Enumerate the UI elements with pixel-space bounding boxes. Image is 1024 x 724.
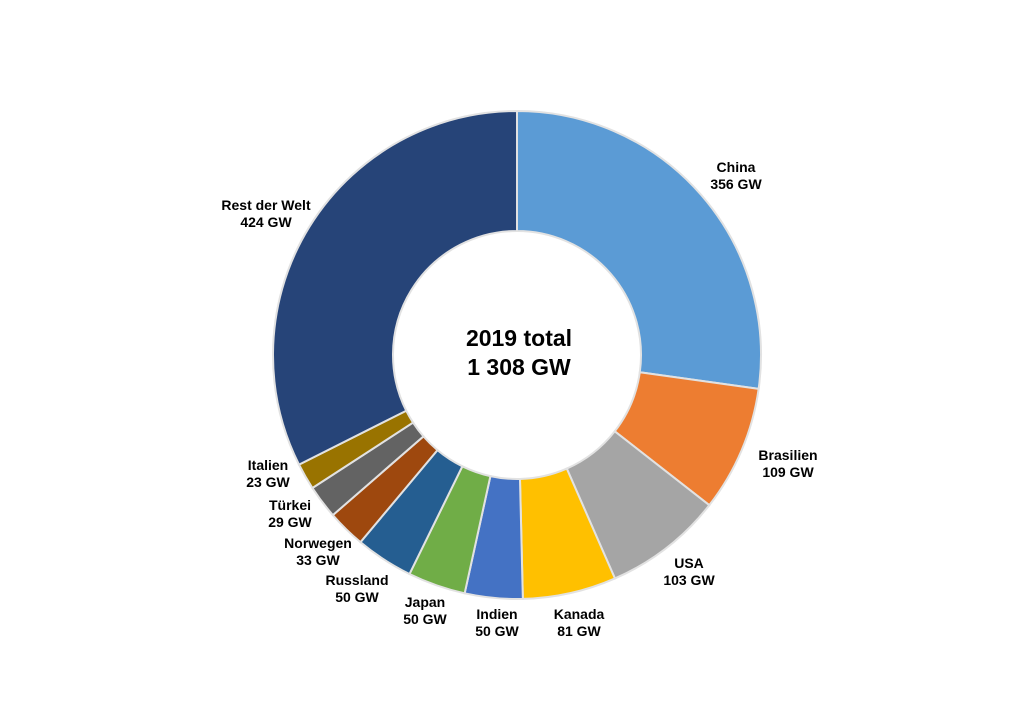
slices-layer <box>272 109 762 600</box>
center-label-line1: 2019 total <box>466 325 572 351</box>
slice-label-tuerkei-name: Türkei <box>269 497 311 513</box>
slice-label-kanada-value: 81 GW <box>557 623 601 639</box>
slice-label-russland-value: 50 GW <box>335 589 379 605</box>
slice-label-china-name: China <box>717 159 756 175</box>
slice-label-japan-value: 50 GW <box>403 611 447 627</box>
slice-label-usa-name: USA <box>674 555 704 571</box>
slice-label-indien-value: 50 GW <box>475 623 519 639</box>
slice-label-kanada-name: Kanada <box>554 606 605 622</box>
slice-label-rest-der-welt-name: Rest der Welt <box>221 197 311 213</box>
slice-label-norwegen-value: 33 GW <box>296 552 340 568</box>
slice-rest-der-welt <box>272 109 518 466</box>
slice-label-rest-der-welt-value: 424 GW <box>240 214 292 230</box>
slice-label-italien-value: 23 GW <box>246 474 290 490</box>
slice-label-japan-name: Japan <box>405 594 445 610</box>
slice-label-china-value: 356 GW <box>710 176 762 192</box>
center-label-line2: 1 308 GW <box>467 354 571 380</box>
slice-label-tuerkei-value: 29 GW <box>268 514 312 530</box>
slice-label-indien-name: Indien <box>476 606 517 622</box>
slice-label-brasilien-name: Brasilien <box>758 447 817 463</box>
slice-china <box>516 109 762 391</box>
slice-label-brasilien-value: 109 GW <box>762 464 814 480</box>
slice-label-usa-value: 103 GW <box>663 572 715 588</box>
slice-label-norwegen-name: Norwegen <box>284 535 352 551</box>
slice-label-italien-name: Italien <box>248 457 288 473</box>
slice-label-russland-name: Russland <box>325 572 388 588</box>
